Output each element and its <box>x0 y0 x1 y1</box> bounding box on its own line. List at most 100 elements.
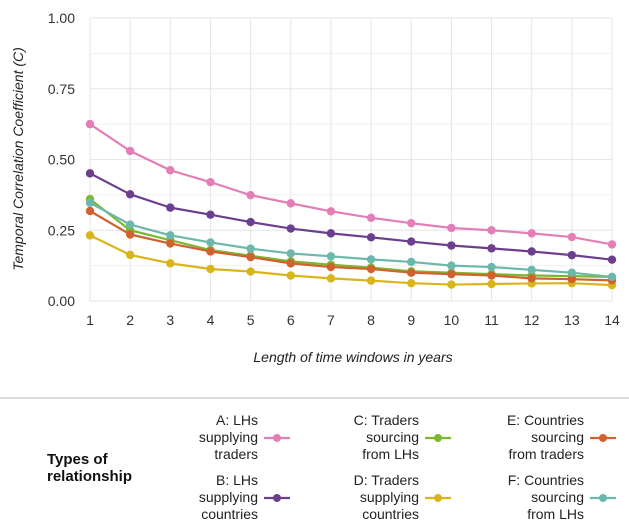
series-line-e <box>89 210 613 282</box>
legend-key-point <box>599 434 607 442</box>
data-point-e <box>246 252 255 262</box>
data-point-a <box>407 218 416 228</box>
x-tick-label: 7 <box>327 312 335 328</box>
data-point-d <box>326 274 336 283</box>
data-point-b <box>326 229 336 238</box>
x-axis-ticks: 1 2 3 4 5 6 7 8 9 10 11 12 13 14 <box>86 312 620 328</box>
data-point-a <box>447 223 456 233</box>
x-tick-label: 14 <box>604 312 620 328</box>
data-point-a <box>206 177 215 187</box>
data-point-a <box>246 190 255 200</box>
data-point-f <box>125 220 135 229</box>
data-point-f <box>166 231 175 240</box>
y-axis-label: Temporal Correlation Coefficient (C) <box>10 47 26 271</box>
data-point-e <box>366 264 376 274</box>
x-axis-label: Length of time windows in years <box>253 349 452 365</box>
legend-item-b: B: LHs supplying countries <box>199 472 290 522</box>
y-tick-label: 0.00 <box>48 293 75 309</box>
data-point-d <box>447 280 456 289</box>
legend-label: F: Countries sourcing from LHs <box>508 472 584 522</box>
data-point-a <box>326 207 336 216</box>
data-point-b <box>286 224 295 233</box>
legend-key-point <box>434 434 442 442</box>
data-point-a <box>527 229 536 238</box>
data-point-e <box>567 275 577 284</box>
x-tick-label: 6 <box>287 312 295 328</box>
data-point-b <box>487 244 496 253</box>
data-point-f <box>447 261 456 270</box>
data-point-f <box>487 262 496 272</box>
data-point-b <box>125 190 135 199</box>
series-line-a <box>89 123 613 246</box>
data-point-a <box>567 232 577 242</box>
series-e <box>85 206 617 285</box>
legend-item-f: F: Countries sourcing from LHs <box>508 472 616 522</box>
x-tick-label: 8 <box>367 312 375 328</box>
data-point-d <box>125 250 135 260</box>
data-point-f <box>607 272 617 282</box>
data-point-e <box>527 274 536 283</box>
data-point-e <box>487 271 496 280</box>
data-point-f <box>567 268 577 277</box>
data-point-b <box>407 237 416 246</box>
legend-label: D: Traders supplying countries <box>354 472 419 522</box>
y-tick-label: 0.25 <box>48 222 75 238</box>
x-tick-label: 1 <box>86 312 94 328</box>
data-point-e <box>407 268 416 277</box>
data-point-e <box>85 206 95 216</box>
data-point-a <box>607 240 617 249</box>
x-tick-label: 5 <box>247 312 255 328</box>
legend-title-line: Types of <box>47 451 109 468</box>
data-point-b <box>567 250 577 260</box>
data-point-d <box>366 276 376 285</box>
legend-label: C: Traders sourcing from LHs <box>354 412 419 462</box>
data-point-f <box>286 249 295 258</box>
data-point-f <box>246 244 255 253</box>
x-tick-label: 12 <box>524 312 540 328</box>
data-point-d <box>166 259 175 268</box>
data-point-f <box>85 198 95 207</box>
y-tick-label: 0.75 <box>48 81 75 97</box>
data-point-b <box>206 210 215 219</box>
x-tick-label: 11 <box>484 312 499 328</box>
series-b <box>85 169 617 264</box>
data-point-b <box>366 233 376 242</box>
legend-item-d: D: Traders supplying countries <box>354 472 451 522</box>
y-tick-label: 1.00 <box>48 10 75 26</box>
data-point-a <box>366 213 376 222</box>
x-tick-label: 4 <box>207 312 215 328</box>
x-tick-label: 2 <box>126 312 134 328</box>
y-axis-ticks: 0.00 0.25 0.50 0.75 1.00 <box>48 10 75 309</box>
data-point-d <box>487 279 496 289</box>
legend-label: B: LHs supplying countries <box>199 472 258 522</box>
series-line-f <box>89 201 613 279</box>
data-point-d <box>206 264 215 274</box>
data-point-e <box>125 230 135 239</box>
data-point-a <box>85 119 95 129</box>
series-line-c <box>89 198 613 279</box>
series-line-d <box>89 234 613 287</box>
legend-key-point <box>599 494 607 502</box>
data-point-d <box>85 231 95 240</box>
data-point-b <box>527 247 536 256</box>
legend-item-a: A: LHs supplying traders <box>199 412 290 462</box>
y-tick-label: 0.50 <box>48 152 75 168</box>
data-point-b <box>246 217 255 227</box>
legend-item-c: C: Traders sourcing from LHs <box>354 412 451 462</box>
x-tick-label: 10 <box>444 312 460 328</box>
data-point-e <box>206 247 215 256</box>
data-point-f <box>206 238 215 247</box>
legend-title: Types of relationship <box>47 451 132 485</box>
x-tick-label: 9 <box>407 312 415 328</box>
legend-key-point <box>273 434 281 442</box>
data-point-e <box>166 239 175 248</box>
data-point-d <box>246 267 255 276</box>
data-point-a <box>286 199 295 208</box>
data-point-a <box>166 166 175 175</box>
data-point-f <box>527 265 536 275</box>
legend-key-point <box>273 494 281 502</box>
data-point-b <box>85 169 95 178</box>
data-point-f <box>326 252 336 261</box>
series-f <box>85 198 617 282</box>
